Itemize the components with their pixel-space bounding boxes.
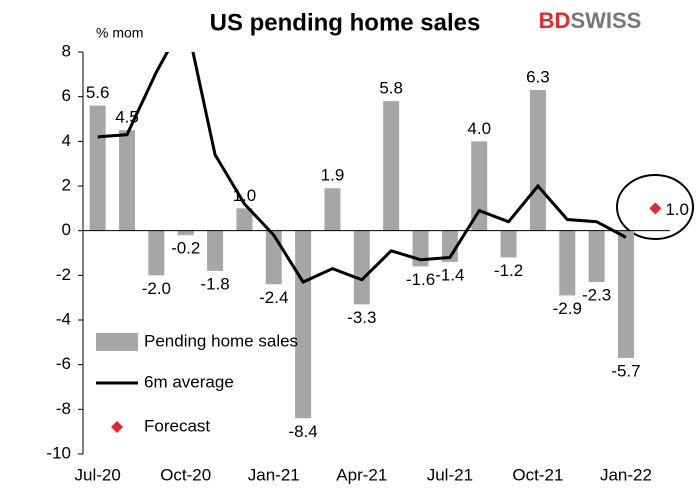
x-tick-label: Jan-21	[248, 465, 300, 484]
y-tick-label: 0	[62, 220, 71, 239]
bar	[295, 230, 312, 419]
data-label: 5.6	[86, 83, 110, 102]
y-tick-label: -10	[46, 443, 71, 462]
y-tick-label: -6	[56, 354, 71, 373]
y-tick-label: 4	[62, 131, 71, 150]
y-tick-label: 8	[62, 41, 71, 60]
bar	[383, 101, 400, 231]
data-label: -3.3	[347, 308, 376, 327]
data-label: 6.3	[526, 67, 550, 86]
forecast-marker	[649, 202, 662, 215]
bar	[89, 105, 106, 231]
data-label: -1.8	[200, 274, 229, 293]
bar	[236, 208, 253, 231]
bar	[559, 230, 576, 296]
y-axis-label: % mom	[96, 25, 143, 41]
data-label: -8.4	[288, 422, 317, 441]
bar	[177, 230, 194, 236]
data-label: 5.8	[379, 79, 403, 98]
x-tick-label: Oct-20	[160, 465, 211, 484]
data-label: 1.0	[665, 200, 689, 219]
bar	[441, 230, 458, 262]
data-label: 1.9	[321, 166, 345, 185]
x-tick-label: Jul-21	[427, 465, 473, 484]
y-tick-label: 2	[62, 175, 71, 194]
legend-label: Forecast	[144, 416, 210, 435]
bar	[500, 230, 517, 258]
bar	[265, 230, 282, 285]
y-tick-label: -8	[56, 399, 71, 418]
data-label: 1.0	[233, 186, 257, 205]
bar	[588, 230, 605, 283]
data-label: 4.0	[467, 119, 491, 138]
data-label: -1.4	[435, 265, 464, 284]
forecast-highlight	[616, 174, 694, 240]
logo: BDSWISS	[539, 8, 642, 33]
bar	[119, 130, 136, 231]
data-label: -0.2	[171, 239, 200, 258]
bar	[324, 188, 341, 231]
data-label: -2.0	[142, 279, 171, 298]
data-label: 4.5	[115, 108, 139, 127]
data-label: -1.6	[406, 270, 435, 289]
chart-title: US pending home sales	[210, 9, 481, 36]
bar	[353, 230, 370, 305]
x-tick-label: Apr-21	[336, 465, 387, 484]
plot-area	[89, 52, 634, 419]
y-tick-label: -2	[56, 265, 71, 284]
x-tick-label: Jan-22	[600, 465, 652, 484]
data-label: -2.4	[259, 288, 288, 307]
data-label: -2.9	[553, 299, 582, 318]
legend-label: Pending home sales	[144, 331, 298, 350]
x-tick-label: Oct-21	[512, 465, 563, 484]
bar	[207, 230, 224, 271]
x-tick-label: Jul-20	[75, 465, 121, 484]
legend-label: 6m average	[144, 372, 234, 391]
bar	[529, 89, 546, 231]
data-label: -2.3	[582, 286, 611, 305]
legend-swatch	[96, 333, 138, 351]
y-tick-label: -4	[56, 309, 71, 328]
data-label: -1.2	[494, 261, 523, 280]
bar	[617, 230, 634, 358]
bar	[148, 230, 165, 276]
bar	[471, 141, 488, 231]
y-tick-label: 6	[62, 86, 71, 105]
legend-swatch	[111, 421, 123, 433]
line	[97, 52, 627, 284]
data-label: -5.7	[611, 361, 640, 380]
